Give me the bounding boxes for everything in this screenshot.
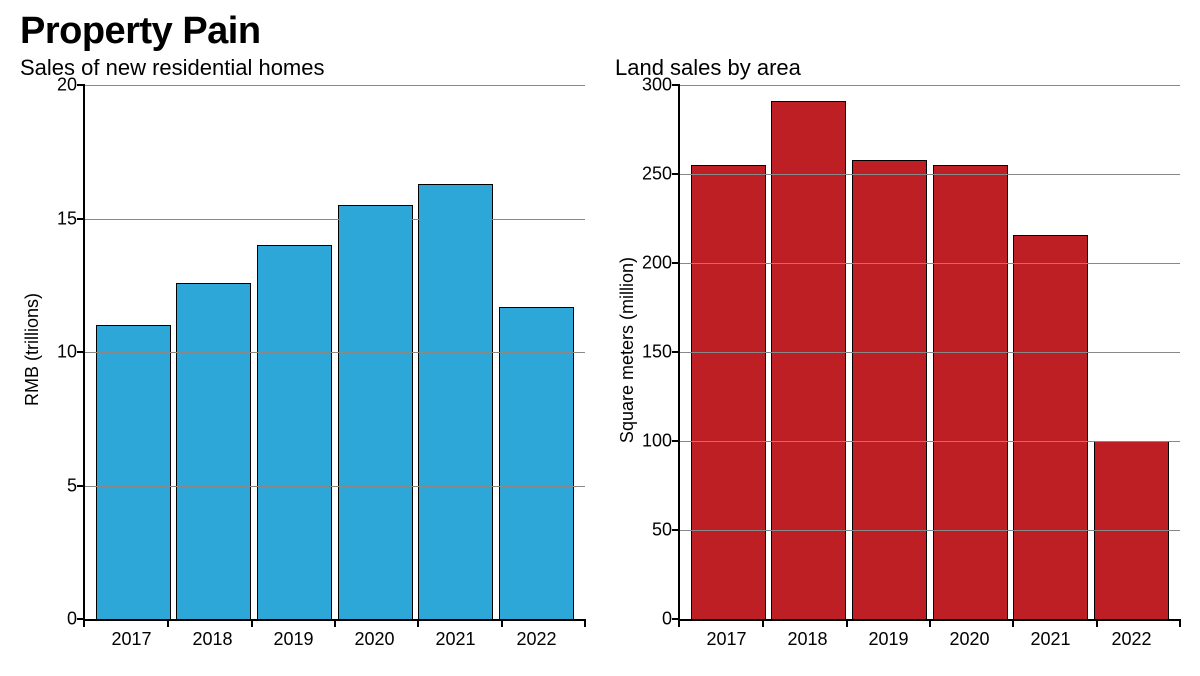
x-tick-label: 2021 bbox=[418, 629, 493, 655]
bar bbox=[691, 165, 766, 619]
x-tick-mark bbox=[762, 619, 764, 627]
x-tick-mark bbox=[83, 619, 85, 627]
bar bbox=[96, 325, 171, 619]
x-tick-label: 2017 bbox=[94, 629, 169, 655]
bar bbox=[771, 101, 846, 619]
gridline bbox=[680, 441, 1180, 442]
left-chart-subtitle: Sales of new residential homes bbox=[20, 55, 585, 81]
bar bbox=[418, 184, 493, 619]
x-tick-label: 2019 bbox=[256, 629, 331, 655]
gridline bbox=[680, 263, 1180, 264]
bar bbox=[257, 245, 332, 619]
x-tick-label: 2018 bbox=[175, 629, 250, 655]
x-tick-label: 2020 bbox=[932, 629, 1007, 655]
charts-container: Sales of new residential homes RMB (tril… bbox=[20, 55, 1180, 655]
bar bbox=[176, 283, 251, 619]
gridline bbox=[680, 174, 1180, 175]
x-tick-mark bbox=[1179, 619, 1181, 627]
x-tick-mark bbox=[929, 619, 931, 627]
gridline bbox=[680, 530, 1180, 531]
x-tick-mark bbox=[1012, 619, 1014, 627]
bar bbox=[499, 307, 574, 619]
right-chart-area: Square meters (million) 0501001502002503… bbox=[615, 85, 1180, 655]
x-tick-label: 2017 bbox=[689, 629, 764, 655]
x-tick-label: 2019 bbox=[851, 629, 926, 655]
x-tick-mark bbox=[167, 619, 169, 627]
y-tick-mark bbox=[77, 351, 85, 353]
right-y-axis-label: Square meters (million) bbox=[615, 257, 640, 443]
x-tick-mark bbox=[584, 619, 586, 627]
gridline bbox=[85, 219, 585, 220]
x-tick-mark bbox=[846, 619, 848, 627]
left-y-axis-label: RMB (trillions) bbox=[20, 293, 45, 406]
x-tick-label: 2021 bbox=[1013, 629, 1088, 655]
left-chart-area: RMB (trillions) 05101520 201720182019202… bbox=[20, 85, 585, 655]
right-chart-panel: Land sales by area Square meters (millio… bbox=[615, 55, 1180, 655]
page-title: Property Pain bbox=[20, 10, 1180, 53]
x-tick-label: 2022 bbox=[499, 629, 574, 655]
x-tick-mark bbox=[678, 619, 680, 627]
bar bbox=[933, 165, 1008, 619]
x-tick-label: 2018 bbox=[770, 629, 845, 655]
y-tick-mark bbox=[672, 351, 680, 353]
gridline bbox=[85, 352, 585, 353]
left-chart-panel: Sales of new residential homes RMB (tril… bbox=[20, 55, 585, 655]
x-tick-label: 2020 bbox=[337, 629, 412, 655]
x-tick-mark bbox=[501, 619, 503, 627]
x-tick-mark bbox=[417, 619, 419, 627]
y-tick-mark bbox=[672, 173, 680, 175]
bar bbox=[1013, 235, 1088, 619]
gridline bbox=[680, 85, 1180, 86]
left-plot: 05101520 bbox=[83, 85, 585, 621]
bar bbox=[852, 160, 927, 619]
y-tick-mark bbox=[77, 84, 85, 86]
y-tick-mark bbox=[672, 262, 680, 264]
y-tick-mark bbox=[672, 84, 680, 86]
bar bbox=[338, 205, 413, 619]
right-chart-subtitle: Land sales by area bbox=[615, 55, 1180, 81]
y-tick-mark bbox=[672, 529, 680, 531]
gridline bbox=[85, 85, 585, 86]
y-tick-mark bbox=[672, 440, 680, 442]
y-tick-mark bbox=[77, 485, 85, 487]
x-tick-label: 2022 bbox=[1094, 629, 1169, 655]
gridline bbox=[85, 486, 585, 487]
y-tick-mark bbox=[77, 218, 85, 220]
x-tick-mark bbox=[1096, 619, 1098, 627]
x-tick-mark bbox=[334, 619, 336, 627]
right-plot: 050100150200250300 bbox=[678, 85, 1180, 621]
x-tick-mark bbox=[251, 619, 253, 627]
gridline bbox=[680, 352, 1180, 353]
